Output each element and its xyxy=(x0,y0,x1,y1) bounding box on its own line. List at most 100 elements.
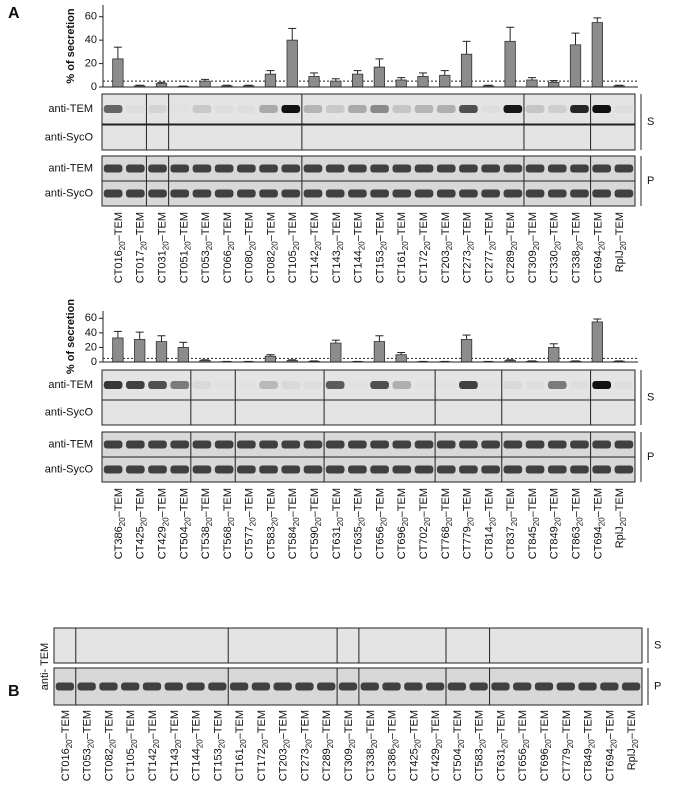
band xyxy=(570,164,589,173)
lane-label: CT33020–TEM xyxy=(549,212,563,283)
band xyxy=(338,682,358,691)
lane-label: CT58420–TEM xyxy=(287,488,301,559)
band xyxy=(370,105,389,113)
band xyxy=(525,105,545,113)
band xyxy=(614,440,634,449)
lane-suffix: –TEM xyxy=(234,710,246,739)
band xyxy=(615,381,634,389)
band xyxy=(459,381,478,389)
band xyxy=(614,164,634,173)
band xyxy=(404,682,423,691)
band xyxy=(600,682,619,691)
band xyxy=(304,381,323,389)
blot-row-label: anti-SycO xyxy=(45,463,94,475)
band xyxy=(370,164,389,173)
bar xyxy=(439,74,451,88)
band xyxy=(570,105,589,113)
lane-subscript: 20 xyxy=(500,739,509,748)
blot-row-label: anti-TEM xyxy=(48,162,93,174)
lane-label: CT33820–TEM xyxy=(571,212,585,283)
lane-name: CT142 xyxy=(309,250,321,283)
y-tick-label: 60 xyxy=(85,11,97,23)
lane-subscript: 20 xyxy=(631,739,640,748)
band xyxy=(392,381,412,389)
band xyxy=(459,189,478,198)
band xyxy=(556,682,575,691)
band xyxy=(525,465,545,474)
lane-suffix: –TEM xyxy=(374,488,386,517)
lane-suffix: –TEM xyxy=(331,212,343,241)
lane-name: CT082 xyxy=(265,250,277,283)
band xyxy=(415,381,434,389)
lane-subscript: 20 xyxy=(249,517,258,526)
band xyxy=(142,682,162,691)
band xyxy=(259,381,278,389)
band xyxy=(317,682,336,691)
band xyxy=(103,440,123,449)
band xyxy=(259,105,278,113)
lane-subscript: 20 xyxy=(423,241,432,250)
lane-subscript: 20 xyxy=(140,241,149,250)
band xyxy=(513,682,532,691)
lane-suffix: –TEM xyxy=(626,710,638,739)
lane-name: CT845 xyxy=(527,526,539,559)
blot-strip xyxy=(101,124,636,151)
lane-suffix: –TEM xyxy=(200,212,212,241)
band xyxy=(281,189,301,198)
lane-subscript: 20 xyxy=(205,241,214,250)
lane-name: CT338 xyxy=(571,250,583,283)
lane-subscript: 20 xyxy=(161,517,170,526)
band xyxy=(192,465,212,474)
fraction-label: P xyxy=(654,680,661,692)
lane-name: CT386 xyxy=(387,748,399,781)
bar xyxy=(112,58,124,88)
lane-label: CT84520–TEM xyxy=(527,488,541,559)
lane-label: CT14220–TEM xyxy=(147,710,161,781)
lane-suffix: –TEM xyxy=(256,710,268,739)
bar xyxy=(548,81,560,88)
lane-name: CT144 xyxy=(353,250,365,283)
band xyxy=(447,682,467,691)
band xyxy=(125,381,145,389)
lane-label: CT15320–TEM xyxy=(374,212,388,283)
band xyxy=(295,682,314,691)
lane-suffix: –TEM xyxy=(452,710,464,739)
lane-label: CT63120–TEM xyxy=(495,710,509,781)
lane-name: CT656 xyxy=(374,526,386,559)
band xyxy=(126,105,145,113)
lane-subscript: 20 xyxy=(532,241,541,250)
lane-name: CT849 xyxy=(549,526,561,559)
lane-suffix: –TEM xyxy=(474,710,486,739)
lane-name: CT429 xyxy=(430,748,442,781)
lane-name: CT143 xyxy=(331,250,343,283)
lane-suffix: –TEM xyxy=(604,710,616,739)
blot-row-label: anti-TEM xyxy=(48,103,93,115)
lane-suffix: –TEM xyxy=(387,710,399,739)
lane-suffix: –TEM xyxy=(374,212,386,241)
band xyxy=(325,465,345,474)
blot-row-label: anti-TEM xyxy=(48,438,93,450)
lane-suffix: –TEM xyxy=(125,710,137,739)
band xyxy=(425,682,445,691)
band xyxy=(215,105,234,113)
blot-strip xyxy=(101,155,636,182)
lane-name: CT814 xyxy=(483,526,495,559)
lane-label: CT76820–TEM xyxy=(440,488,454,559)
panel-letter: B xyxy=(8,683,20,700)
band xyxy=(570,189,589,198)
band xyxy=(303,105,323,113)
band xyxy=(547,381,567,389)
band xyxy=(436,105,456,113)
bar xyxy=(460,339,473,363)
lane-name: CT105 xyxy=(125,748,137,781)
bar xyxy=(286,39,298,88)
lane-name: CT583 xyxy=(265,526,277,559)
lane-subscript: 20 xyxy=(597,517,606,526)
lane-label: CT01620–TEM xyxy=(113,212,127,283)
blot-strip xyxy=(101,93,636,125)
lane-subscript: 20 xyxy=(118,517,127,526)
band xyxy=(214,189,234,198)
lane-suffix: –TEM xyxy=(287,488,299,517)
lane-subscript: 20 xyxy=(597,241,606,250)
band xyxy=(148,189,167,198)
